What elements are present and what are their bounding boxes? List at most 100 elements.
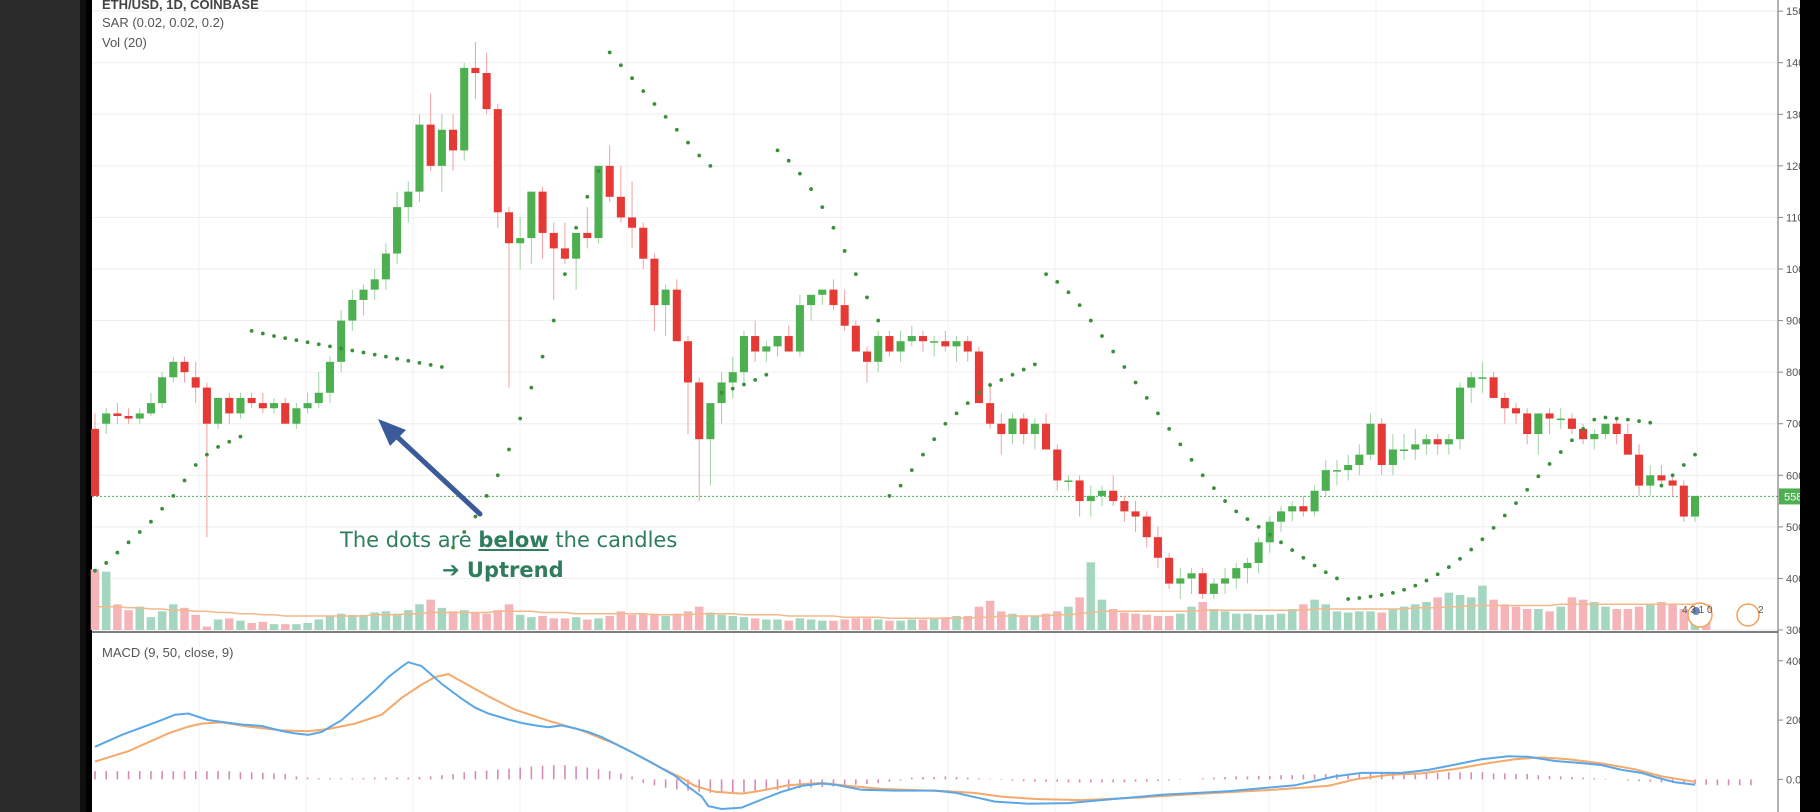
candle-body bbox=[482, 73, 491, 110]
sar-dot bbox=[585, 194, 590, 199]
sar-dot bbox=[954, 411, 959, 416]
volume-bar bbox=[314, 619, 324, 630]
candle-body bbox=[1344, 464, 1353, 471]
candle-body bbox=[1388, 449, 1397, 465]
sar-dot bbox=[943, 421, 948, 426]
sar-dot bbox=[1648, 420, 1653, 425]
chart-panel[interactable] bbox=[92, 0, 1820, 812]
sar-dot bbox=[1659, 483, 1664, 488]
candle-body bbox=[639, 227, 648, 259]
candle-body bbox=[1478, 377, 1487, 379]
sar-dot bbox=[439, 365, 444, 369]
macd-legend: MACD (9, 50, close, 9) bbox=[102, 645, 234, 660]
volume-bar bbox=[907, 619, 917, 630]
candle-body bbox=[1243, 562, 1252, 569]
sar-dot bbox=[428, 363, 433, 367]
sar-dot bbox=[1458, 556, 1462, 561]
sar-dot bbox=[137, 530, 142, 534]
volume-bar bbox=[918, 619, 928, 630]
sar-dot bbox=[909, 468, 914, 473]
sar-dot bbox=[630, 76, 634, 81]
sar-dot bbox=[607, 50, 612, 55]
volume-bar bbox=[605, 616, 614, 630]
volume-bar bbox=[1623, 609, 1633, 630]
volume-legend: Vol (20) bbox=[102, 35, 147, 50]
annotation-text-b: the candles bbox=[548, 528, 678, 552]
candle-body bbox=[885, 336, 894, 352]
volume-bar bbox=[1601, 606, 1610, 630]
sidebar-edge bbox=[80, 0, 86, 812]
sar-dot bbox=[809, 187, 813, 191]
candle-body bbox=[281, 403, 290, 424]
volume-bar bbox=[191, 614, 200, 630]
candle-body bbox=[963, 341, 972, 352]
candle-body bbox=[1165, 557, 1174, 584]
candle-body bbox=[1310, 490, 1319, 512]
sar-dot bbox=[1200, 473, 1205, 478]
candle-body bbox=[247, 397, 256, 404]
volume-bar bbox=[157, 611, 167, 630]
candle-body bbox=[1120, 501, 1129, 512]
volume-bar bbox=[683, 611, 693, 630]
sar-dot bbox=[227, 439, 232, 444]
candle-body bbox=[415, 124, 424, 192]
candle-body bbox=[840, 305, 849, 326]
volume-bar bbox=[90, 569, 100, 630]
candle-body bbox=[1377, 423, 1386, 465]
volume-bars bbox=[90, 562, 1711, 630]
sar-dot bbox=[126, 540, 131, 545]
macd-line bbox=[94, 661, 1696, 811]
volume-bar bbox=[146, 617, 156, 630]
candle-body bbox=[628, 217, 637, 228]
candle-body bbox=[1511, 408, 1521, 414]
candle-body bbox=[616, 196, 625, 218]
sar-dot bbox=[1536, 474, 1541, 479]
volume-bar bbox=[482, 613, 491, 630]
candle-body bbox=[1075, 480, 1084, 502]
sar-dot bbox=[1480, 537, 1485, 542]
sar-dot bbox=[853, 272, 858, 277]
candle-body bbox=[124, 415, 133, 419]
sar-dot bbox=[887, 494, 892, 498]
candle-body bbox=[370, 279, 379, 290]
volume-bar bbox=[1455, 595, 1465, 630]
sar-dot bbox=[1424, 578, 1429, 583]
candle-body bbox=[986, 403, 995, 424]
sar-dot bbox=[451, 545, 455, 550]
volume-bar bbox=[784, 620, 793, 630]
sar-dot bbox=[1391, 590, 1395, 595]
candle-body bbox=[672, 289, 681, 342]
volume-bar bbox=[459, 610, 469, 630]
candle-body bbox=[449, 129, 458, 151]
volume-bar bbox=[404, 610, 413, 630]
sar-dot bbox=[1111, 349, 1116, 354]
sar-dot bbox=[1357, 596, 1362, 600]
sar-dot bbox=[1614, 416, 1619, 421]
sar-dot bbox=[93, 568, 97, 573]
sar-dot bbox=[104, 561, 109, 565]
sar-dot bbox=[1312, 563, 1317, 568]
candles bbox=[90, 42, 1700, 600]
sar-dot bbox=[540, 354, 545, 359]
volume-bar bbox=[1433, 597, 1442, 630]
sar-dot bbox=[753, 377, 758, 382]
candle-body bbox=[471, 67, 480, 74]
volume-bar bbox=[706, 612, 715, 630]
sar-dot bbox=[641, 89, 646, 93]
volume-bar bbox=[213, 619, 223, 630]
sar-dot bbox=[283, 336, 288, 341]
volume-bar bbox=[1668, 604, 1677, 630]
volume-bar bbox=[851, 618, 861, 630]
volume-bar bbox=[571, 617, 581, 630]
sar-dot bbox=[1290, 548, 1295, 552]
volume-bar bbox=[1276, 613, 1286, 630]
volume-bar bbox=[1008, 613, 1017, 630]
sar-dot bbox=[518, 416, 523, 421]
candle-body bbox=[1288, 506, 1297, 512]
volume-bar bbox=[795, 618, 805, 630]
volume-bar bbox=[560, 618, 570, 630]
candle-body bbox=[1456, 387, 1465, 440]
candle-body bbox=[605, 165, 614, 197]
candle-body bbox=[1590, 434, 1599, 440]
